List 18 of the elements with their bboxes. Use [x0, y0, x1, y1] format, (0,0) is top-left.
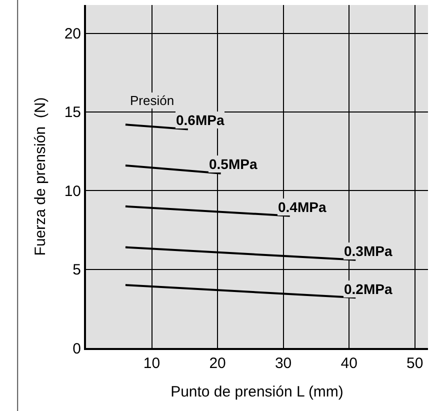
y-tick-label: 5 — [72, 262, 81, 279]
series-label: 0.2MPa — [344, 281, 392, 297]
series-label: 0.5MPa — [209, 156, 258, 172]
y-tick-label: 15 — [64, 104, 81, 122]
series-label: 0.6MPa — [176, 112, 224, 128]
y-tick-label: 10 — [64, 182, 81, 200]
x-axis-title: Punto de prensión L (mm) — [170, 384, 344, 400]
y-tick-label: 0 — [72, 340, 81, 358]
series-label: 0.3MPa — [344, 243, 392, 259]
x-tick-label: 30 — [274, 355, 292, 372]
y-axis-title: Fuerza de prensión (N) — [32, 97, 50, 256]
x-tick-label: 40 — [340, 355, 358, 372]
annotation: Presión — [130, 93, 174, 108]
series-label: 0.4MPa — [278, 199, 326, 215]
x-tick-label: 20 — [209, 355, 226, 372]
x-tick-label: 50 — [406, 355, 424, 372]
y-tick-label: 20 — [64, 26, 81, 43]
x-tick-label: 10 — [143, 355, 160, 372]
